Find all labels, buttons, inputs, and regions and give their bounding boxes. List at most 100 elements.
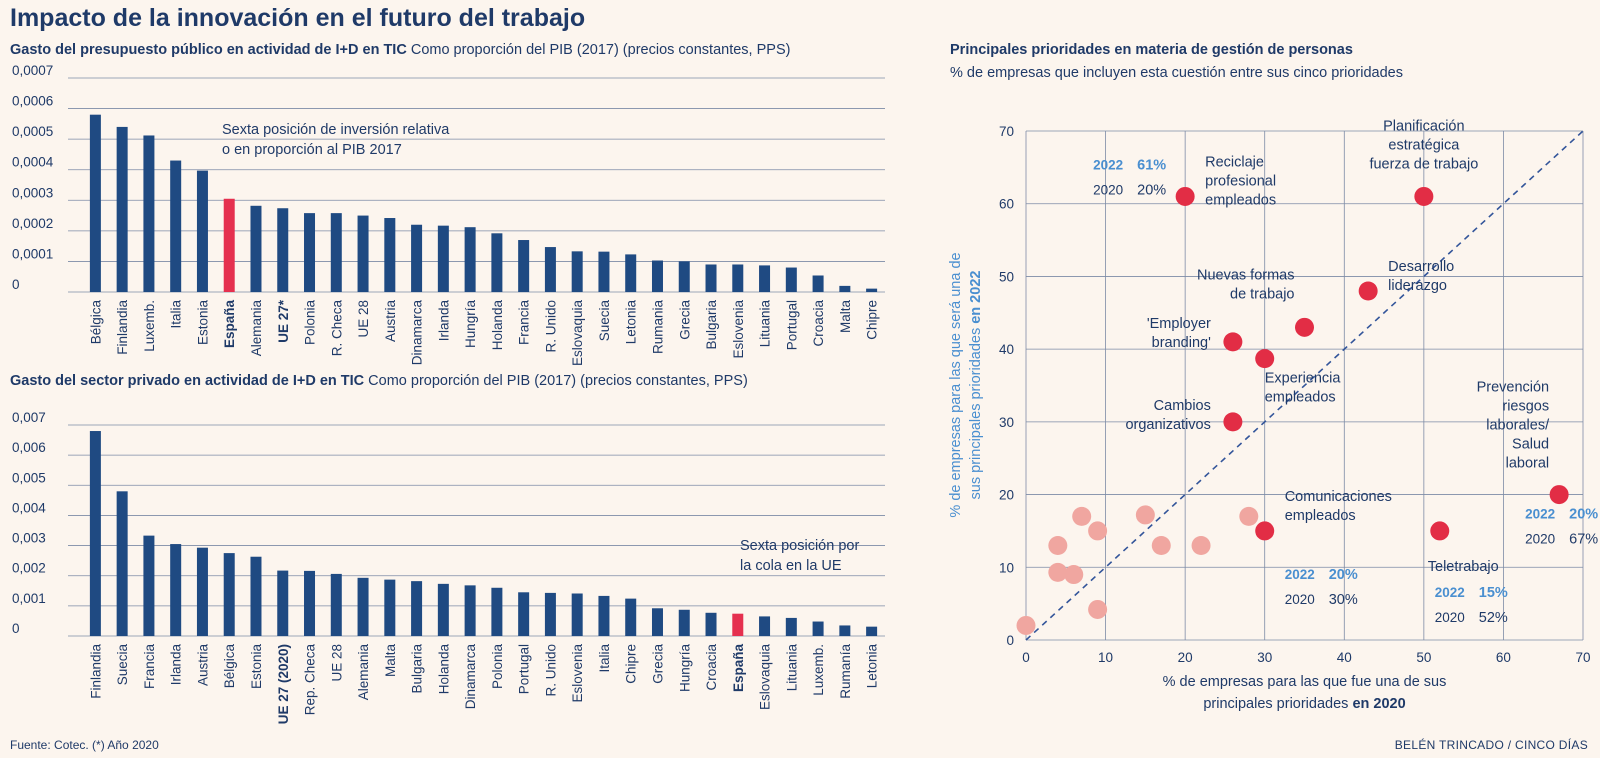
point-label: fuerza de trabajo bbox=[1369, 156, 1478, 172]
bar-Estonia bbox=[196, 170, 208, 292]
y-tick-label: 0,003 bbox=[12, 531, 46, 546]
bar-Irlanda bbox=[437, 225, 449, 292]
y-tick-label: 10 bbox=[999, 560, 1014, 575]
scatter-point-highlight bbox=[1295, 317, 1314, 337]
scatter-point bbox=[1088, 599, 1108, 619]
scatter-point-highlight bbox=[1255, 521, 1275, 541]
x-tick-label: Letonia bbox=[865, 644, 880, 689]
year-2022-label: 2022 bbox=[1435, 585, 1465, 600]
x-tick-label: Croacia bbox=[704, 644, 719, 691]
x-tick-label: Rep. Checa bbox=[303, 644, 318, 716]
bar-Austria bbox=[196, 547, 208, 636]
x-tick-label: Estonia bbox=[249, 644, 264, 690]
point-label: empleados bbox=[1205, 192, 1276, 208]
x-tick-label: Portugal bbox=[517, 644, 532, 694]
x-tick-label: UE 28 bbox=[356, 300, 371, 338]
y-tick-label: 60 bbox=[999, 197, 1014, 212]
annotation-text: Sexta posición por bbox=[740, 538, 859, 554]
year-2020-label: 2020 bbox=[1435, 610, 1465, 625]
y-tick-label: 30 bbox=[999, 415, 1014, 430]
scatter-point bbox=[1191, 535, 1211, 555]
x-tick-label: Luxemb. bbox=[811, 644, 826, 696]
bar-Lituania bbox=[785, 617, 797, 636]
bar-Bulgaria bbox=[705, 264, 717, 292]
chart3-title: Principales prioridades en materia de ge… bbox=[950, 42, 1353, 58]
bar-R. Unido bbox=[544, 247, 556, 292]
x-tick-label: Irlanda bbox=[169, 644, 184, 686]
x-tick-label: Rumanía bbox=[838, 644, 853, 699]
x-tick-label: Suecia bbox=[115, 644, 130, 686]
x-tick-label: Luxemb. bbox=[142, 300, 157, 352]
x-tick-label: Dinamarca bbox=[410, 300, 425, 366]
bar-UE 28 bbox=[357, 215, 369, 292]
y-tick-label: 0,0003 bbox=[12, 185, 53, 200]
bar-Luxemb. bbox=[812, 621, 824, 636]
point-label: Desarrollo bbox=[1388, 259, 1454, 275]
bar-Bélgica bbox=[223, 553, 235, 636]
x-tick-label: Eslovenia bbox=[731, 300, 746, 359]
x-tick-label: Lituania bbox=[758, 300, 773, 348]
x-tick-label: Holanda bbox=[436, 644, 451, 695]
x-tick-label: Grecia bbox=[650, 644, 665, 684]
y-tick-label: 0,006 bbox=[12, 440, 46, 455]
x-tick-label: Suecia bbox=[597, 300, 612, 342]
x-tick-label: Italia bbox=[597, 644, 612, 673]
x-tick-label: 20 bbox=[1178, 650, 1193, 665]
x-tick-label: R. Unido bbox=[543, 300, 558, 353]
x-tick-label: 30 bbox=[1257, 650, 1272, 665]
year-2020-label: 2020 bbox=[1285, 592, 1315, 607]
bar-Letonia bbox=[625, 254, 637, 292]
y-tick-label: 0 bbox=[1006, 633, 1014, 648]
bar-Dinamarca bbox=[411, 224, 423, 292]
x-tick-label: España bbox=[222, 300, 237, 349]
x-tick-label: 60 bbox=[1496, 650, 1511, 665]
x-tick-label: UE 27* bbox=[276, 299, 291, 343]
point-label: Reciclaje bbox=[1205, 154, 1264, 170]
bar-Estonia bbox=[250, 556, 262, 636]
y-tick-label: 40 bbox=[999, 342, 1014, 357]
x-tick-label: Lituania bbox=[784, 644, 799, 692]
y-tick-label: 0 bbox=[12, 277, 20, 292]
x-tick-label: Eslovaquia bbox=[758, 644, 773, 711]
y-tick-label: 0,0001 bbox=[12, 246, 53, 261]
x-tick-label: Austria bbox=[195, 644, 210, 687]
value-2022-label: 20% bbox=[1329, 567, 1358, 583]
x-tick-label: Bélgica bbox=[88, 300, 103, 345]
chart3-subtitle: % de empresas que incluyen esta cuestión… bbox=[950, 65, 1403, 81]
scatter-point-highlight bbox=[1223, 332, 1243, 352]
x-tick-label: 40 bbox=[1337, 650, 1352, 665]
bar-Hungría bbox=[464, 227, 476, 292]
scatter-point-highlight bbox=[1414, 186, 1434, 206]
x-tick-label: Finlandia bbox=[88, 644, 103, 699]
x-tick-label: 70 bbox=[1575, 650, 1590, 665]
y-tick-label: 0 bbox=[12, 621, 20, 636]
annotation-text: la cola en la UE bbox=[740, 558, 842, 574]
bar-UE 27* bbox=[277, 208, 289, 292]
bar-Luxemb. bbox=[143, 135, 155, 292]
scatter-point-highlight bbox=[1549, 485, 1569, 505]
point-label: 'Employer bbox=[1147, 316, 1211, 332]
scatter-point-highlight bbox=[1223, 412, 1243, 432]
value-2020-label: 67% bbox=[1569, 532, 1598, 548]
x-tick-label: Hungría bbox=[463, 300, 478, 349]
x-tick-label: Francia bbox=[517, 300, 532, 346]
bar-Rep. Checa bbox=[304, 570, 316, 636]
x-axis-label: % de empresas para las que fue una de su… bbox=[1163, 674, 1447, 690]
scatter-point bbox=[1135, 505, 1155, 525]
x-tick-label: Croacia bbox=[811, 300, 826, 347]
x-tick-label: Finlandia bbox=[115, 300, 130, 355]
bar-Dinamarca bbox=[464, 585, 476, 636]
bar-R. Checa bbox=[330, 213, 342, 292]
bar-R. Unido bbox=[544, 592, 556, 636]
y-tick-label: 0,001 bbox=[12, 591, 46, 606]
x-tick-label: Alemania bbox=[356, 644, 371, 701]
point-label: Experiencia bbox=[1265, 371, 1342, 387]
bar-Holanda bbox=[491, 233, 503, 292]
scatter-point bbox=[1048, 562, 1068, 582]
y-tick-label: 0,004 bbox=[12, 500, 46, 515]
bar-Eslovaquia bbox=[571, 251, 583, 292]
y-axis-label: sus principales prioridades en 2022 bbox=[968, 271, 984, 500]
